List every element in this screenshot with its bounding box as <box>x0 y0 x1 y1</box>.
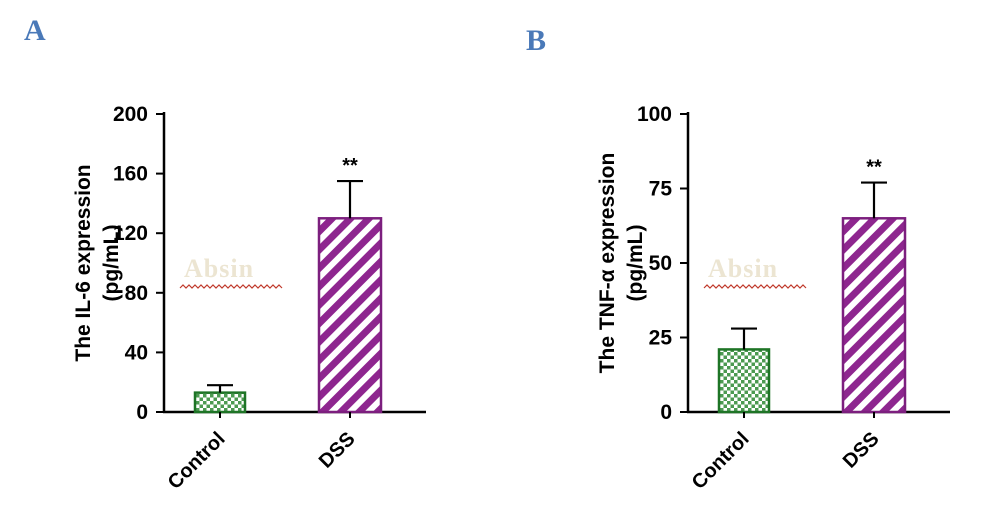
panel-a-label: A <box>24 14 46 47</box>
y-tick-label: 200 <box>113 103 148 126</box>
y-tick-label: 160 <box>113 163 148 186</box>
chart-il6-expression: Absin 0 40 80 120 160 200 The IL-6 expression (p… <box>72 103 426 494</box>
y-tick-label: 100 <box>637 103 672 126</box>
panel-b-label: B <box>526 24 547 57</box>
bar-control <box>717 348 771 414</box>
x-category-label: Control <box>164 428 230 494</box>
x-category-label: Control <box>688 428 754 494</box>
y-axis-unit: (pg/mL) <box>100 225 123 302</box>
watermark-underline <box>179 284 283 289</box>
chart-tnf-alpha-expression: Absin 0 25 50 75 100 The TNF-α expression (pg/m… <box>596 103 950 494</box>
y-tick-label: 25 <box>649 327 673 350</box>
y-axis-unit: (pg/mL) <box>624 225 647 302</box>
watermark-underline <box>703 284 807 289</box>
significance-marker: ** <box>342 155 358 177</box>
y-tick-label: 0 <box>136 401 148 424</box>
watermark-text: Absin <box>184 254 254 283</box>
y-tick-label: 80 <box>125 282 148 305</box>
significance-marker: ** <box>866 157 882 179</box>
bar-control <box>193 391 247 414</box>
watermark-text: Absin <box>708 254 778 283</box>
y-tick-label: 75 <box>649 178 673 201</box>
y-tick-label: 120 <box>113 222 148 245</box>
y-axis-title: The TNF-α expression <box>596 153 619 374</box>
y-tick-label: 40 <box>125 341 148 364</box>
y-axis-title: The IL-6 expression <box>72 164 95 361</box>
x-category-label: DSS <box>839 428 884 473</box>
x-category-label: DSS <box>315 428 360 473</box>
y-tick-label: 50 <box>649 252 672 275</box>
bar-dss <box>841 217 907 414</box>
bar-dss <box>317 217 383 414</box>
y-tick-label: 0 <box>660 401 672 424</box>
